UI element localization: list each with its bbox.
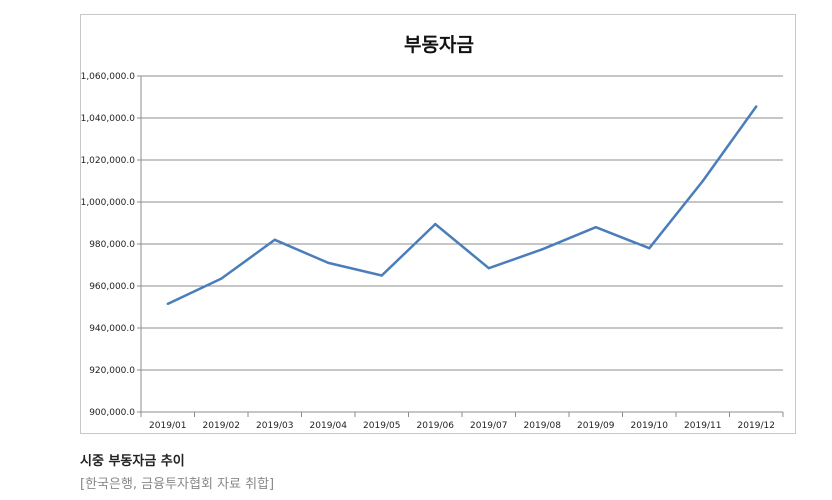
data-point — [701, 179, 704, 183]
y-tick-label: 920,000.0 — [89, 366, 135, 376]
series-line — [167, 105, 758, 306]
data-point — [487, 266, 490, 270]
axes — [137, 75, 784, 417]
y-tick-label: 900,000.0 — [89, 408, 135, 418]
y-tick-label: 1,060,000.0 — [81, 72, 135, 82]
data-point — [648, 247, 651, 250]
y-tick-labels: 900,000.0 920,000.0 940,000.0 960,000.0 980,… — [81, 72, 135, 418]
data-point — [541, 248, 544, 251]
x-tick-label: 2019/10 — [631, 421, 669, 431]
data-point — [755, 105, 758, 108]
chart-frame: 부동자금 900,000.0 920,000.0 940,000.0 960,000.… — [80, 14, 796, 434]
y-tick-label: 960,000.0 — [89, 282, 135, 292]
chart-title: 부동자금 — [404, 34, 474, 56]
data-point — [380, 274, 383, 277]
x-tick-label: 2019/02 — [203, 421, 240, 431]
x-tick-label: 2019/04 — [310, 421, 348, 431]
x-tick-label: 2019/06 — [417, 421, 455, 431]
data-point — [220, 277, 223, 280]
x-tick-label: 2019/07 — [470, 421, 507, 431]
x-tick-label: 2019/03 — [256, 421, 293, 431]
gridlines — [141, 75, 783, 413]
caption-title: 시중 부동자금 추이 — [80, 454, 185, 469]
data-point — [273, 238, 276, 241]
x-tick-label: 2019/01 — [149, 421, 186, 431]
y-tick-label: 1,040,000.0 — [81, 114, 135, 124]
data-point — [594, 226, 597, 229]
y-tick-label: 1,000,000.0 — [81, 198, 135, 208]
x-tick-label: 2019/05 — [363, 421, 400, 431]
x-tick-label: 2019/08 — [524, 421, 562, 431]
x-tick-label: 2019/09 — [577, 421, 615, 431]
x-tick-label: 2019/11 — [684, 421, 721, 431]
x-tick-labels: 2019/01 2019/02 2019/03 2019/04 2019/05 2019/… — [149, 421, 775, 431]
y-tick-label: 940,000.0 — [89, 324, 135, 334]
y-tick-label: 980,000.0 — [89, 240, 135, 250]
series-layer — [166, 105, 758, 306]
caption-source: [한국은행, 금융투자협회 자료 취합] — [80, 477, 275, 492]
y-tick-label: 1,020,000.0 — [81, 156, 135, 166]
line-chart: 부동자금 900,000.0 920,000.0 940,000.0 960,000.… — [81, 34, 784, 431]
data-point — [166, 302, 169, 306]
data-point — [434, 222, 437, 226]
data-point — [327, 261, 330, 265]
x-tick-label: 2019/12 — [738, 421, 775, 431]
